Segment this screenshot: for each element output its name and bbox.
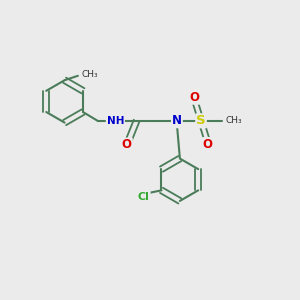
Text: N: N xyxy=(172,114,182,127)
Text: O: O xyxy=(203,138,213,151)
Text: Cl: Cl xyxy=(138,192,150,202)
Text: NH: NH xyxy=(106,116,124,126)
Text: CH₃: CH₃ xyxy=(81,70,98,79)
Text: O: O xyxy=(189,91,199,104)
Text: O: O xyxy=(122,139,132,152)
Text: S: S xyxy=(196,114,206,127)
Text: CH₃: CH₃ xyxy=(226,116,242,125)
